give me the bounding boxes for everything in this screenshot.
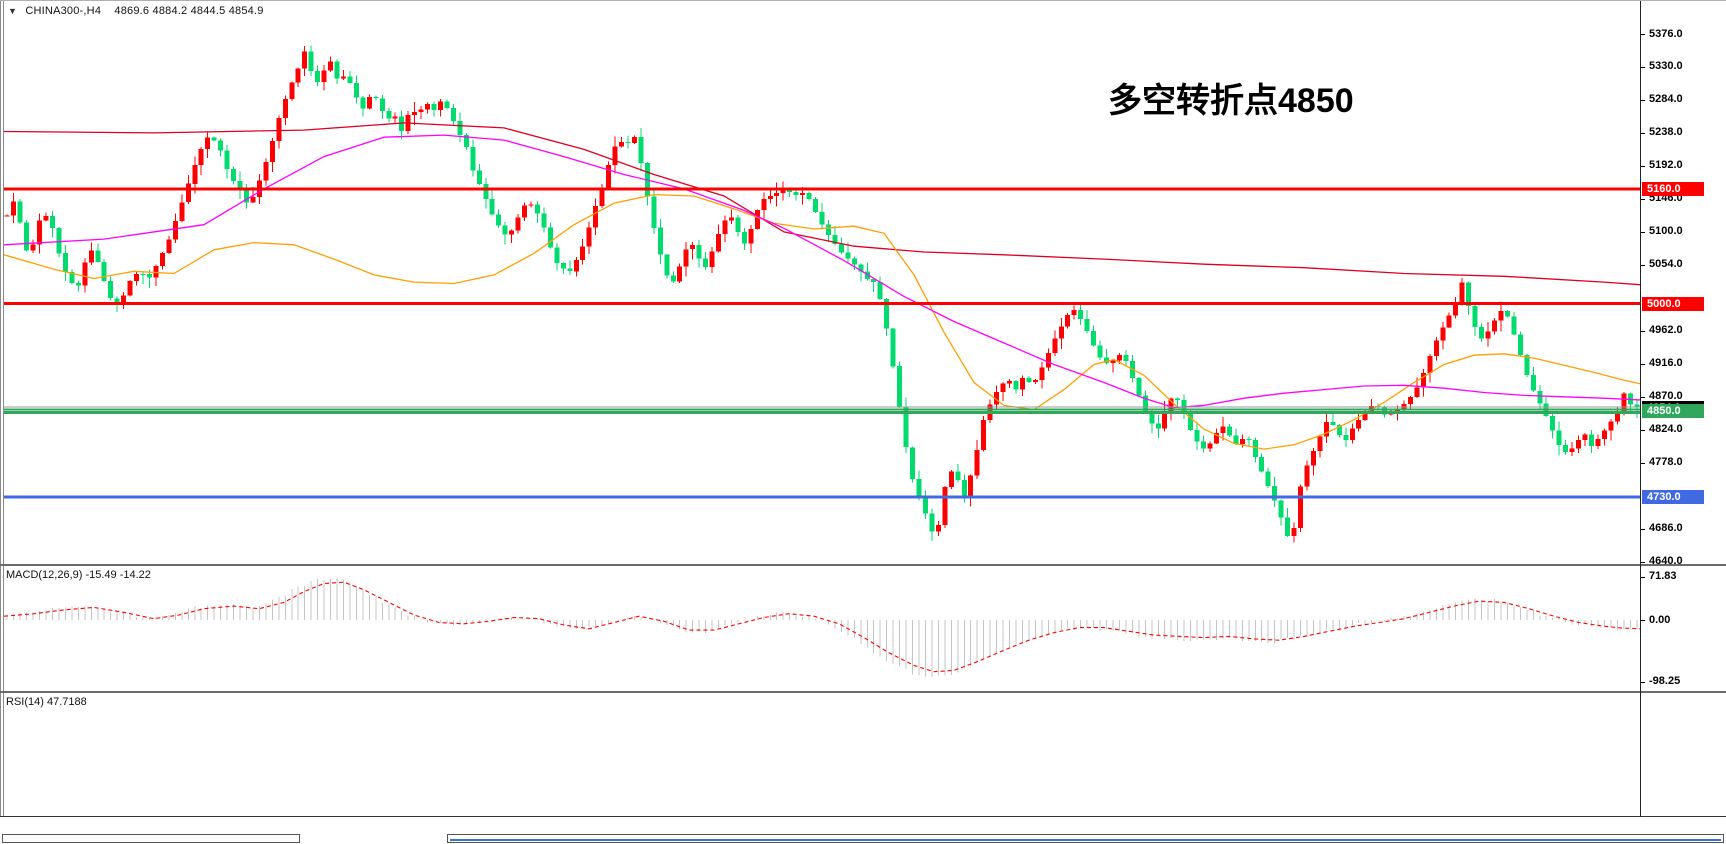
window-frame-line — [0, 1, 1, 844]
price-tick — [1641, 364, 1645, 365]
price-tick — [1641, 166, 1645, 167]
macd-axis[interactable]: 71.83 0.00 -98.25 — [1641, 566, 1726, 691]
price-tick-label: 5376.0 — [1649, 28, 1683, 40]
macd-tick — [1641, 620, 1645, 621]
price-badge-5000.0: 5000.0 — [1642, 297, 1704, 311]
panel-separator[interactable] — [0, 691, 1726, 693]
price-tick-label: 5100.0 — [1649, 225, 1683, 237]
axis-border — [1640, 1, 1641, 817]
price-tick-label: 5284.0 — [1649, 93, 1683, 105]
ma-orange-line — [4, 193, 1640, 450]
macd-label: MACD(12,26,9) -15.49 -14.22 — [6, 569, 151, 581]
macd-signal-line — [4, 581, 1640, 673]
symbol-dropdown-icon[interactable]: ▼ — [8, 6, 18, 16]
macd-tick — [1641, 577, 1645, 578]
candles — [4, 45, 1640, 543]
price-tick — [1641, 529, 1645, 530]
rsi-panel-canvas[interactable] — [4, 693, 1640, 816]
window-frame-line — [3, 1, 4, 844]
price-tick — [1641, 199, 1645, 200]
price-tick — [1641, 67, 1645, 68]
price-tick-label: 4640.0 — [1649, 555, 1683, 567]
price-tick — [1641, 34, 1645, 35]
price-tick — [1641, 265, 1645, 266]
price-tick-label: 4916.0 — [1649, 357, 1683, 369]
price-tick — [1641, 562, 1645, 563]
macd-tick-label: 71.83 — [1649, 570, 1677, 582]
bottom-panel-left[interactable] — [2, 834, 300, 843]
price-tick-label: 4824.0 — [1649, 423, 1683, 435]
horizontal-levels[interactable] — [4, 187, 1640, 499]
rsi-axis[interactable] — [1641, 693, 1726, 816]
price-tick — [1641, 463, 1645, 464]
price-tick-label: 4962.0 — [1649, 324, 1683, 336]
price-tick-label: 5054.0 — [1649, 258, 1683, 270]
price-tick — [1641, 331, 1645, 332]
price-tick — [1641, 100, 1645, 101]
ma-red-line — [4, 122, 1640, 286]
rsi-label: RSI(14) 47.7188 — [6, 696, 87, 708]
price-tick — [1641, 232, 1645, 233]
price-badge-4730.0: 4730.0 — [1642, 490, 1704, 504]
macd-panel-canvas[interactable] — [4, 566, 1640, 691]
bottom-panel-accent — [450, 839, 1721, 841]
price-tick — [1641, 133, 1645, 134]
panel-separator — [0, 816, 1726, 817]
symbol-readout: ▼ CHINA300-,H4 4869.6 4884.2 4844.5 4854… — [8, 5, 264, 17]
price-badge-5160.0: 5160.0 — [1642, 182, 1704, 196]
time-axis[interactable] — [0, 817, 1726, 833]
price-tick-label: 5192.0 — [1649, 159, 1683, 171]
price-tick-label: 5330.0 — [1649, 60, 1683, 72]
ma-magenta-line — [4, 134, 1640, 409]
price-badge-4850.0: 4850.0 — [1642, 404, 1704, 418]
price-tick-label: 4778.0 — [1649, 456, 1683, 468]
price-tick — [1641, 430, 1645, 431]
price-axis[interactable]: 5376.0 5330.0 5284.0 5238.0 5192.0 5146.0 5100… — [1641, 1, 1726, 567]
price-tick — [1641, 397, 1645, 398]
chart-annotation: 多空转折点4850 — [1108, 82, 1354, 120]
panel-separator[interactable] — [0, 564, 1726, 566]
macd-tick-label: -98.25 — [1649, 675, 1681, 687]
moving-averages — [4, 122, 1640, 450]
price-chart-canvas[interactable] — [4, 1, 1640, 564]
price-tick-label: 4686.0 — [1649, 522, 1683, 534]
price-tick-label: 5238.0 — [1649, 126, 1683, 138]
ohlc-values: 4869.6 4884.2 4844.5 4854.9 — [114, 5, 264, 17]
symbol-name: CHINA300-,H4 — [25, 5, 102, 17]
macd-histogram — [6, 577, 1638, 677]
bottom-strip — [0, 833, 1726, 844]
bottom-panel-right[interactable] — [447, 834, 1724, 843]
macd-tick — [1641, 682, 1645, 683]
macd-tick-label: 0.00 — [1649, 614, 1671, 626]
price-tick-label: 4870.0 — [1649, 390, 1683, 402]
